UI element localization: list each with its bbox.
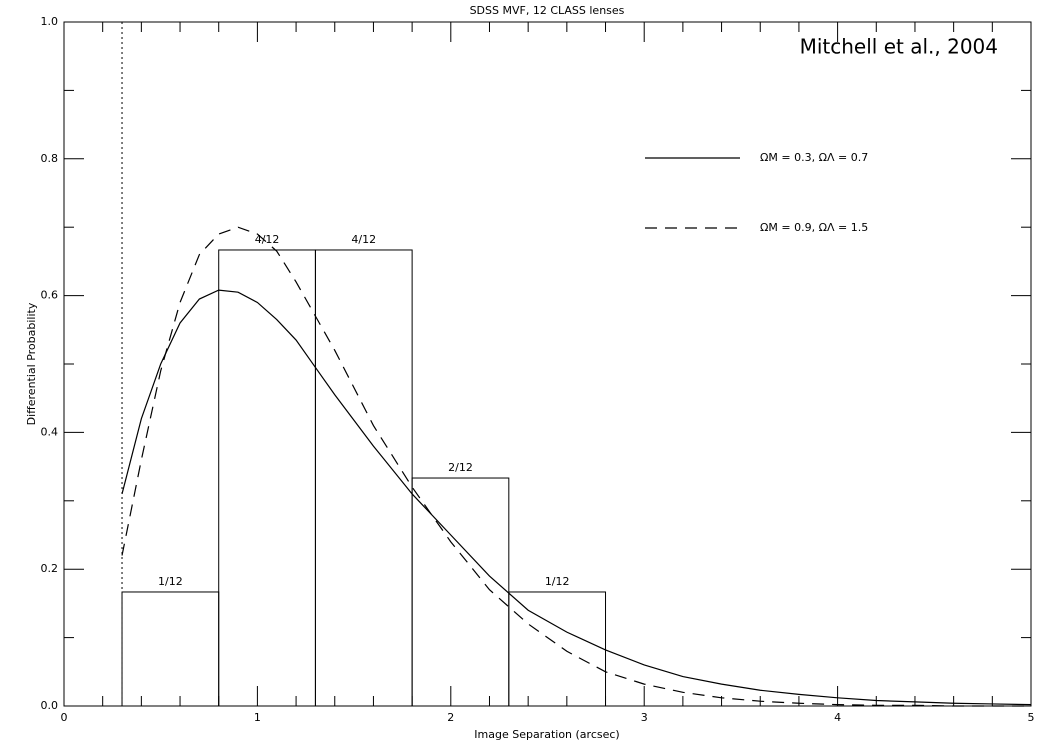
legend-label: ΩM = 0.9, ΩΛ = 1.5 bbox=[760, 221, 868, 234]
y-tick-label: 0.4 bbox=[41, 425, 59, 438]
y-tick-label: 0.0 bbox=[41, 699, 59, 712]
x-axis-label: Image Separation (arcsec) bbox=[474, 728, 619, 741]
legend-label: ΩM = 0.3, ΩΛ = 0.7 bbox=[760, 151, 868, 164]
bar-label: 2/12 bbox=[448, 461, 473, 474]
curve bbox=[121, 289, 1032, 706]
bar-label: 1/12 bbox=[158, 575, 183, 588]
y-tick-label: 0.6 bbox=[41, 289, 59, 302]
x-tick-label: 2 bbox=[447, 711, 454, 724]
annotation: Mitchell et al., 2004 bbox=[800, 35, 998, 59]
histogram-bar bbox=[508, 591, 607, 707]
x-tick-label: 4 bbox=[834, 711, 841, 724]
y-tick-label: 0.8 bbox=[41, 152, 59, 165]
x-tick-label: 0 bbox=[61, 711, 68, 724]
x-tick-label: 5 bbox=[1028, 711, 1035, 724]
y-tick-label: 0.2 bbox=[41, 562, 59, 575]
chart-title: SDSS MVF, 12 CLASS lenses bbox=[470, 4, 625, 17]
bar-label: 4/12 bbox=[351, 233, 376, 246]
x-tick-label: 3 bbox=[641, 711, 648, 724]
y-axis-label: Differential Probability bbox=[25, 302, 38, 425]
y-tick-label: 1.0 bbox=[41, 15, 59, 28]
bar-label: 4/12 bbox=[255, 233, 280, 246]
curve bbox=[121, 226, 1031, 707]
bar-label: 1/12 bbox=[545, 575, 570, 588]
x-tick-label: 1 bbox=[254, 711, 261, 724]
